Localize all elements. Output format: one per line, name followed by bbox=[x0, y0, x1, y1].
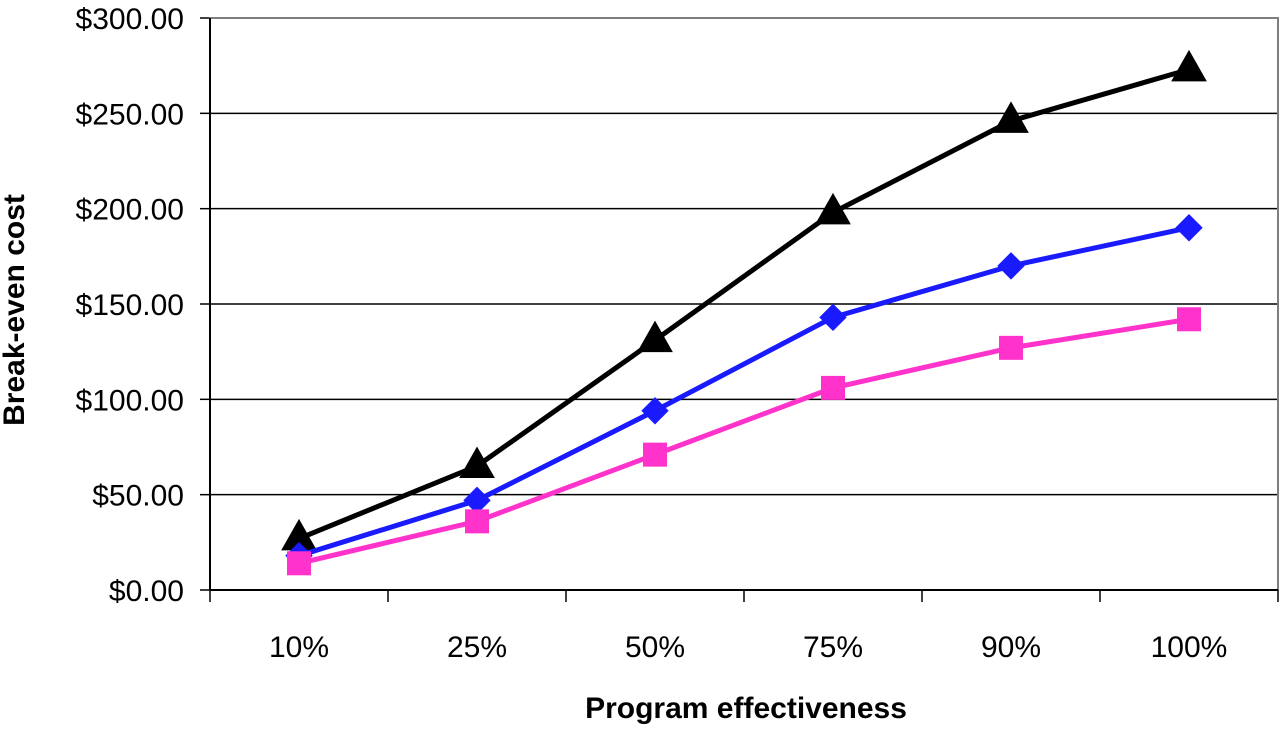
data-point-square bbox=[999, 335, 1023, 360]
y-tick-label: $300.00 bbox=[76, 3, 184, 36]
series-line bbox=[298, 67, 1190, 541]
y-tick-label: $0.00 bbox=[109, 575, 184, 608]
data-point-square bbox=[1177, 307, 1201, 332]
series-line bbox=[298, 316, 1190, 566]
data-point-triangle bbox=[637, 320, 673, 353]
data-point-diamond bbox=[819, 303, 847, 332]
data-point-triangle bbox=[993, 101, 1029, 133]
data-point-square bbox=[287, 551, 311, 576]
y-axis-title: Break-even cost bbox=[0, 194, 31, 426]
x-tick-label: 90% bbox=[981, 631, 1041, 664]
axes bbox=[200, 17, 1279, 602]
y-tick-label: $100.00 bbox=[76, 384, 184, 417]
data-point-square bbox=[465, 509, 489, 534]
series-diamond bbox=[285, 214, 1203, 570]
data-point-diamond bbox=[1175, 214, 1203, 242]
x-tick-label: 75% bbox=[803, 631, 863, 664]
series-group bbox=[281, 49, 1207, 576]
y-tick-label: $50.00 bbox=[92, 480, 184, 513]
x-tick-label: 50% bbox=[625, 631, 685, 664]
series-square bbox=[287, 307, 1201, 576]
data-point-square bbox=[821, 375, 845, 400]
y-tick-label: $250.00 bbox=[76, 98, 184, 131]
x-tick-label: 10% bbox=[269, 631, 329, 664]
data-point-triangle bbox=[1171, 49, 1207, 82]
series-triangle bbox=[281, 49, 1207, 551]
data-point-diamond bbox=[997, 252, 1025, 280]
tick-labels: $0.00 $50.00 $100.00 $150.00 $200.00 $250.00 $… bbox=[76, 3, 1228, 664]
x-tick-label: 100% bbox=[1151, 631, 1228, 664]
y-tick-label: $200.00 bbox=[76, 194, 184, 227]
y-tick-label: $150.00 bbox=[76, 289, 184, 322]
x-axis-title: Program effectiveness bbox=[585, 692, 907, 725]
data-point-triangle bbox=[815, 192, 851, 225]
series-line bbox=[298, 225, 1190, 559]
data-point-diamond bbox=[641, 397, 669, 425]
x-tick-label: 25% bbox=[447, 631, 507, 664]
data-point-square bbox=[643, 442, 667, 467]
data-point-triangle bbox=[459, 446, 495, 478]
